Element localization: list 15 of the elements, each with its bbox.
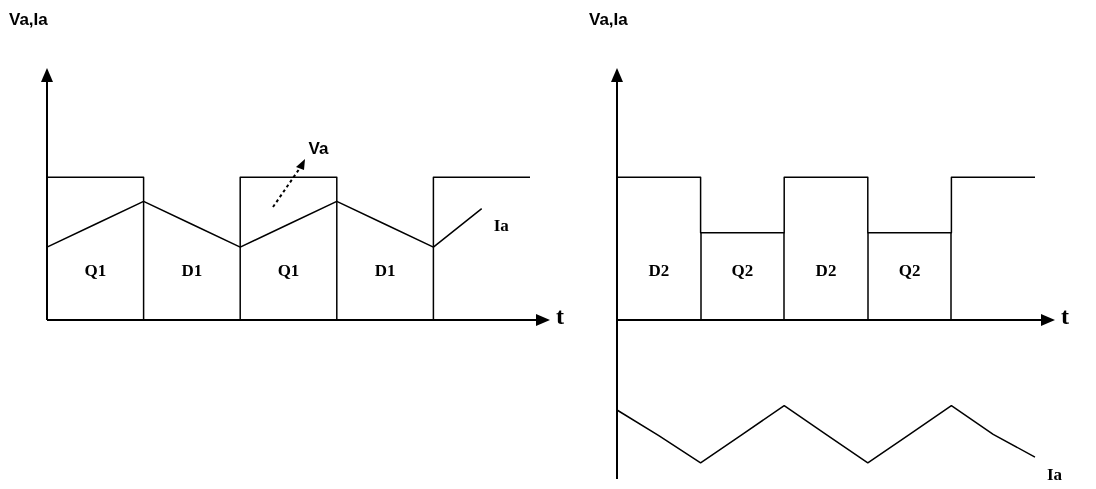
y-axis-title: Va,Ia [9, 9, 49, 29]
annotation: Q1 [277, 261, 300, 281]
annotation: D1 [181, 261, 203, 281]
annotation: Q2 [731, 261, 754, 281]
annotation: Q1 [84, 261, 107, 281]
series-label: Ia [493, 215, 510, 235]
series-label: Ia [1047, 464, 1063, 484]
x-axis-title: t [1061, 303, 1069, 330]
annotation: D2 [648, 261, 670, 281]
annotation: Q2 [898, 261, 921, 281]
annotation: D2 [815, 261, 837, 281]
y-axis-title: Va,Ia [589, 9, 629, 29]
annotation: D1 [374, 261, 396, 281]
x-axis-title: t [556, 303, 564, 330]
series-label: Va [308, 138, 329, 158]
